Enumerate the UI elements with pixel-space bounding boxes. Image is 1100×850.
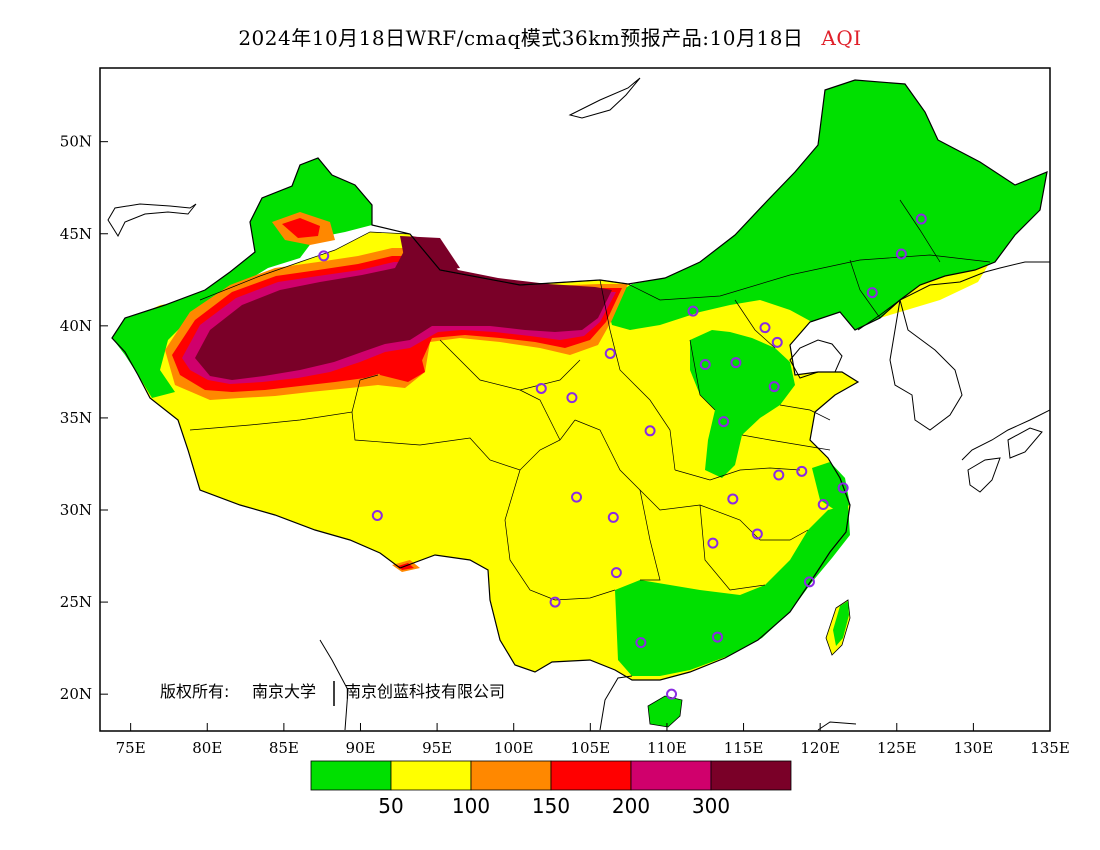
aqi-good-north-china <box>690 330 795 478</box>
colorbar-label: 100 <box>452 794 490 818</box>
title-variable: AQI <box>821 26 862 50</box>
lon-tick-label: 125E <box>877 739 917 757</box>
station-marker <box>535 382 547 394</box>
lon-tick-label: 130E <box>954 739 994 757</box>
coastlines <box>107 77 1050 731</box>
credit-org2: 南京创蓝科技有限公司 <box>345 682 505 701</box>
colorbar-label: 200 <box>612 794 650 818</box>
station-marker <box>718 416 730 428</box>
station-marker <box>566 392 578 404</box>
credit-block: 版权所有: 南京大学 南京创蓝科技有限公司 <box>160 681 505 706</box>
lon-tick-label: 135E <box>1030 739 1070 757</box>
station-marker <box>571 491 583 503</box>
aqi-good-hainan <box>647 695 683 728</box>
station-marker <box>610 567 622 579</box>
aqi-hotspot-junggar-core <box>282 218 320 238</box>
lon-tick-label: 85E <box>269 739 299 757</box>
colorbar-label: 50 <box>378 794 403 818</box>
map-content <box>107 77 1050 731</box>
credit-prefix: 版权所有: <box>160 682 229 701</box>
station-marker <box>699 359 711 371</box>
colorbar-segment <box>550 760 632 791</box>
aqi-good-yangtze <box>812 462 850 510</box>
map-title: 2024年10月18日WRF/cmaq模式36km预报产品:10月18日 AQI <box>0 22 1100 51</box>
station-marker <box>318 250 330 262</box>
station-marker <box>635 637 647 649</box>
station-marker <box>771 336 783 348</box>
station-marker <box>727 493 739 505</box>
station-marker <box>768 381 780 393</box>
lon-tick-label: 80E <box>192 739 222 757</box>
station-marker <box>687 305 699 317</box>
station-marker <box>895 248 907 260</box>
station-marker <box>915 213 927 225</box>
station-marker <box>866 287 878 299</box>
aqi-good-northeast <box>605 80 1047 330</box>
station-marker <box>644 425 656 437</box>
colorbar-segment <box>310 760 392 791</box>
station-marker <box>773 469 785 481</box>
lon-tick-label: 75E <box>116 739 146 757</box>
lon-tick-label: 105E <box>571 739 611 757</box>
aqi-colorbar: 50 100 150 200 300 <box>310 760 792 818</box>
station-marker <box>666 688 678 700</box>
lat-tick-label: 20N <box>60 685 92 703</box>
station-marker <box>730 357 742 369</box>
station-marker <box>712 631 723 643</box>
colorbar-segment <box>470 760 552 791</box>
lon-tick-label: 90E <box>345 739 375 757</box>
title-text: 2024年10月18日WRF/cmaq模式36km预报产品:10月18日 <box>238 26 804 50</box>
china-border <box>111 79 1048 681</box>
map-frame <box>99 67 1051 732</box>
station-marker <box>751 528 763 540</box>
colorbar-label: 300 <box>692 794 730 818</box>
station-marker <box>837 482 849 494</box>
colorbar-segment <box>390 760 472 791</box>
colorbar-segment <box>710 760 792 791</box>
station-marker <box>549 596 561 608</box>
station-marker <box>607 511 619 523</box>
station-marker <box>817 498 829 510</box>
aqi-good-taiwan <box>833 601 849 646</box>
aqi-good-south <box>615 505 850 676</box>
lat-tick-label: 25N <box>60 593 92 611</box>
colorbar-label: 150 <box>532 794 570 818</box>
lon-tick-label: 115E <box>724 739 764 757</box>
station-marker <box>371 510 383 522</box>
station-marker <box>796 465 808 477</box>
aqi-hazardous-zone <box>195 236 612 380</box>
longitude-axis: 75E 80E 85E 90E 95E 100E 105E 110E 115E 120E 125E 1… <box>116 723 1070 757</box>
lat-tick-label: 45N <box>60 225 92 243</box>
lat-tick-label: 50N <box>60 133 92 151</box>
station-marker <box>803 576 815 588</box>
station-marker <box>707 537 719 549</box>
aqi-hazardous-north-strip <box>400 236 460 272</box>
station-marker <box>759 322 771 334</box>
colorbar-segment <box>630 760 712 791</box>
lon-tick-label: 95E <box>422 739 452 757</box>
station-markers <box>318 213 927 700</box>
lat-tick-label: 40N <box>60 317 92 335</box>
lon-tick-label: 100E <box>494 739 534 757</box>
aqi-hotspot-qaidam <box>370 350 425 382</box>
lon-tick-label: 120E <box>800 739 840 757</box>
latitude-axis: 20N 25N 30N 35N 40N 45N 50N <box>60 133 108 703</box>
lat-tick-label: 30N <box>60 501 92 519</box>
station-marker <box>604 347 616 359</box>
lon-tick-label: 110E <box>647 739 687 757</box>
lat-tick-label: 35N <box>60 409 92 427</box>
credit-org1: 南京大学 <box>252 682 316 701</box>
